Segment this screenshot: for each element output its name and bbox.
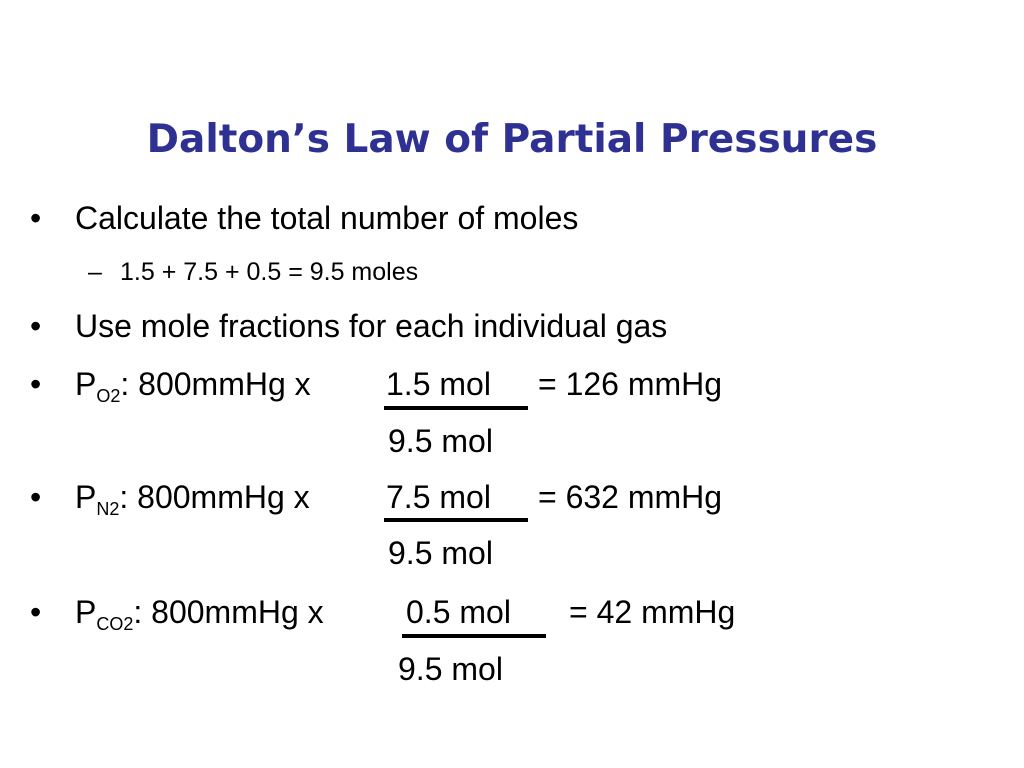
bullet-icon: •: [30, 366, 42, 402]
equation-prefix: : 800mmHg x: [133, 594, 324, 630]
equation-co2-result: = 42 mmHg: [569, 594, 736, 630]
fraction-bar: [384, 406, 528, 410]
bullet-text-total-moles: Calculate the total number of moles: [75, 200, 579, 236]
equation-n2-denominator: 9.5 mol: [388, 535, 493, 571]
equation-n2-lead: PN2: 800mmHg x: [75, 477, 310, 519]
bullet-icon: •: [30, 200, 42, 236]
equation-n2-numerator: 7.5 mol: [386, 479, 491, 515]
fraction-bar: [384, 518, 528, 522]
equation-co2-denominator: 9.5 mol: [398, 651, 503, 687]
sub-item-sum: 1.5 + 7.5 + 0.5 = 9.5 moles: [120, 258, 419, 286]
equation-o2-denominator: 9.5 mol: [388, 423, 493, 459]
slide-title: Dalton’s Law of Partial Pressures: [146, 117, 878, 162]
gas-subscript: N2: [96, 499, 120, 519]
fraction-bar: [402, 634, 546, 638]
equation-co2-lead: PCO2: 800mmHg x: [75, 592, 324, 634]
bullet-icon: •: [30, 308, 42, 344]
bullet-icon: •: [30, 479, 42, 515]
pressure-symbol: P: [75, 594, 97, 630]
equation-o2-result: = 126 mmHg: [538, 366, 723, 402]
equation-prefix: : 800mmHg x: [119, 479, 310, 515]
equation-prefix: : 800mmHg x: [120, 366, 311, 402]
equation-o2-numerator: 1.5 mol: [386, 366, 491, 402]
pressure-symbol: P: [75, 366, 97, 402]
dash-icon: –: [88, 258, 102, 286]
equation-n2-result: = 632 mmHg: [538, 479, 723, 515]
bullet-icon: •: [30, 594, 42, 630]
equation-o2-lead: PO2: 800mmHg x: [75, 364, 311, 406]
pressure-symbol: P: [75, 479, 97, 515]
gas-subscript: O2: [96, 386, 121, 406]
gas-subscript: CO2: [96, 614, 134, 634]
equation-co2-numerator: 0.5 mol: [406, 594, 511, 630]
bullet-text-mole-fractions: Use mole fractions for each individual g…: [75, 308, 668, 344]
